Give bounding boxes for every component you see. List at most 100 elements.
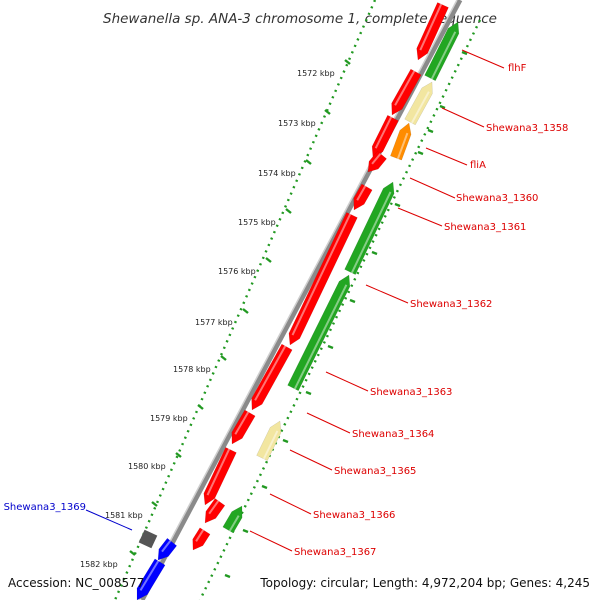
scale-tick xyxy=(265,257,272,263)
inner-track-tick xyxy=(371,250,378,256)
inner-track-tick xyxy=(461,50,468,56)
scale-label: 1576 kbp xyxy=(218,267,256,276)
feature-arrow[interactable] xyxy=(203,447,237,506)
feature-arrow-shine xyxy=(356,185,367,201)
inner-dotted-track xyxy=(198,19,482,600)
inner-track-tick xyxy=(439,104,446,110)
gene-label-leader xyxy=(289,449,333,471)
feature-arrow-shine xyxy=(350,191,392,274)
feature-arrow[interactable] xyxy=(367,150,387,173)
accession-text: Accession: NC_008577 xyxy=(8,576,144,590)
feature-arrow[interactable] xyxy=(390,122,412,161)
feature-arrow-shine xyxy=(206,448,231,496)
feature-arrow[interactable] xyxy=(192,527,211,551)
inner-track-tick xyxy=(242,528,249,534)
gene-label-leader xyxy=(249,530,293,552)
feature-arrow[interactable] xyxy=(404,81,433,126)
gene-label-leader xyxy=(409,177,456,199)
gene-label-leader xyxy=(365,284,409,304)
gene-labels: flhF Shewana3_1358 fliA Shewana3_1360 Shewan… xyxy=(4,49,568,558)
feature-arrow-shine xyxy=(139,560,160,591)
feature-arrow[interactable] xyxy=(222,505,243,534)
feature-arrow[interactable] xyxy=(287,274,351,392)
kbp-scale: 1572 kbp 1573 kbp 1574 kbp 1575 kbp 1576 kbp… xyxy=(80,50,468,579)
scale-tick xyxy=(175,452,182,458)
feature-arrow-shine xyxy=(371,153,382,165)
scale-tick xyxy=(324,109,331,115)
feature-arrow-shine xyxy=(254,345,287,401)
feature-arrow-shine xyxy=(208,500,220,515)
feature-arrow-shine xyxy=(394,70,416,106)
feature-arrow-shine xyxy=(195,529,205,542)
gene-label[interactable]: fliA xyxy=(470,160,486,171)
scale-label: 1577 kbp xyxy=(195,318,233,327)
feature-arrow[interactable] xyxy=(231,409,256,445)
gene-label[interactable]: Shewana3_1365 xyxy=(334,466,416,477)
topology-summary-text: Topology: circular; Length: 4,972,204 bp… xyxy=(259,576,590,590)
gene-label[interactable]: Shewana3_1369 xyxy=(4,502,86,513)
feature-arrow[interactable] xyxy=(136,558,166,600)
scale-tick xyxy=(242,308,249,314)
scale-tick xyxy=(151,501,158,507)
feature-arrow[interactable] xyxy=(391,68,422,116)
gene-label[interactable]: Shewana3_1362 xyxy=(410,299,492,310)
map-title: Shewanella sp. ANA-3 chromosome 1, compl… xyxy=(103,11,497,27)
feature-arrow[interactable] xyxy=(344,181,395,275)
scale-tick xyxy=(285,208,292,214)
feature-arrows xyxy=(136,2,460,600)
gene-label[interactable]: Shewana3_1364 xyxy=(352,429,434,440)
inner-track-tick xyxy=(417,150,424,156)
gene-label[interactable]: Shewana3_1361 xyxy=(444,222,526,233)
inner-track-tick xyxy=(327,344,334,350)
feature-arrow-shine xyxy=(410,91,430,124)
feature-arrow-shine xyxy=(430,31,457,80)
inner-track-tick xyxy=(305,390,312,396)
feature-arrow[interactable] xyxy=(288,212,358,346)
inner-track-tick xyxy=(394,202,401,208)
feature-arrow[interactable] xyxy=(353,183,373,211)
gene-label-leader xyxy=(461,49,505,69)
scale-label: 1575 kbp xyxy=(238,218,276,227)
gene-label-leader xyxy=(269,493,312,515)
gene-label[interactable]: Shewana3_1358 xyxy=(486,123,568,134)
feature-arrow[interactable] xyxy=(157,537,178,561)
gene-label-leader xyxy=(397,207,443,227)
feature-arrow-shine xyxy=(262,430,279,460)
scale-tick xyxy=(220,355,227,361)
feature-arrow[interactable] xyxy=(424,21,460,82)
inner-track-tick xyxy=(427,128,434,134)
feature-arrow[interactable] xyxy=(256,420,282,461)
scale-label: 1579 kbp xyxy=(150,414,188,423)
gene-label-leader xyxy=(325,371,369,392)
scale-label: 1578 kbp xyxy=(173,365,211,374)
inner-track-tick xyxy=(282,438,289,444)
scale-tick xyxy=(344,59,351,65)
scale-label: 1581 kbp xyxy=(105,511,143,520)
feature-arrow-shine xyxy=(396,132,409,160)
scale-tick xyxy=(197,404,204,410)
gene-label[interactable]: Shewana3_1363 xyxy=(370,387,452,398)
gene-label-leader xyxy=(85,509,133,531)
gene-label[interactable]: Shewana3_1360 xyxy=(456,193,538,204)
gene-label[interactable]: flhF xyxy=(508,63,527,74)
feature-arrow-shine xyxy=(228,515,240,532)
feature-arrow[interactable] xyxy=(251,343,293,411)
gene-label[interactable]: Shewana3_1367 xyxy=(294,547,376,558)
feature-box[interactable] xyxy=(138,529,158,549)
inner-track-tick xyxy=(261,484,268,490)
gene-label-leader xyxy=(425,147,468,166)
scale-label: 1574 kbp xyxy=(258,169,296,178)
feature-arrow-shine xyxy=(419,3,443,51)
feature-arrow-shine xyxy=(374,116,393,149)
feature-arrow[interactable] xyxy=(416,2,449,61)
feature-arrow-shine xyxy=(234,411,250,435)
inner-track-tick xyxy=(224,573,231,579)
gene-label[interactable]: Shewana3_1366 xyxy=(313,510,395,521)
inner-track-tick xyxy=(349,298,356,304)
feature-arrow[interactable] xyxy=(204,498,226,524)
scale-tick xyxy=(129,550,136,556)
scale-label: 1572 kbp xyxy=(297,69,335,78)
feature-arrow-shine xyxy=(293,284,348,390)
gene-label-leader xyxy=(306,412,351,434)
